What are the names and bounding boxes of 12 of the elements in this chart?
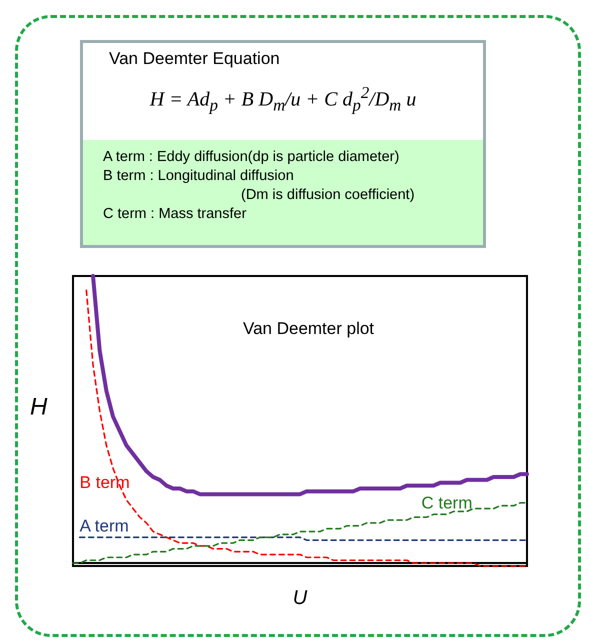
text: A term : Eddy diffusion(dp is particle diameter)	[102, 148, 400, 167]
text: (Dm is diffusion coefficient)	[240, 186, 416, 205]
series-label: A term	[80, 516, 129, 536]
x-axis-title: U	[292, 587, 308, 609]
series-label: C term	[421, 493, 472, 512]
text: Van Deemter plot	[243, 319, 374, 338]
series-label: B term	[80, 473, 130, 492]
y-axis-title: H	[30, 394, 48, 420]
text: Van Deemter Equation	[109, 49, 280, 69]
text: H = Ad$_{p}$ + B D$_{m}$/u + C d$_{p}$$^{2}$/D$_{m}$ u	[150, 83, 416, 115]
text: C term : Mass transfer	[102, 205, 248, 224]
text: B term : Longitudinal diffusion	[102, 167, 295, 186]
